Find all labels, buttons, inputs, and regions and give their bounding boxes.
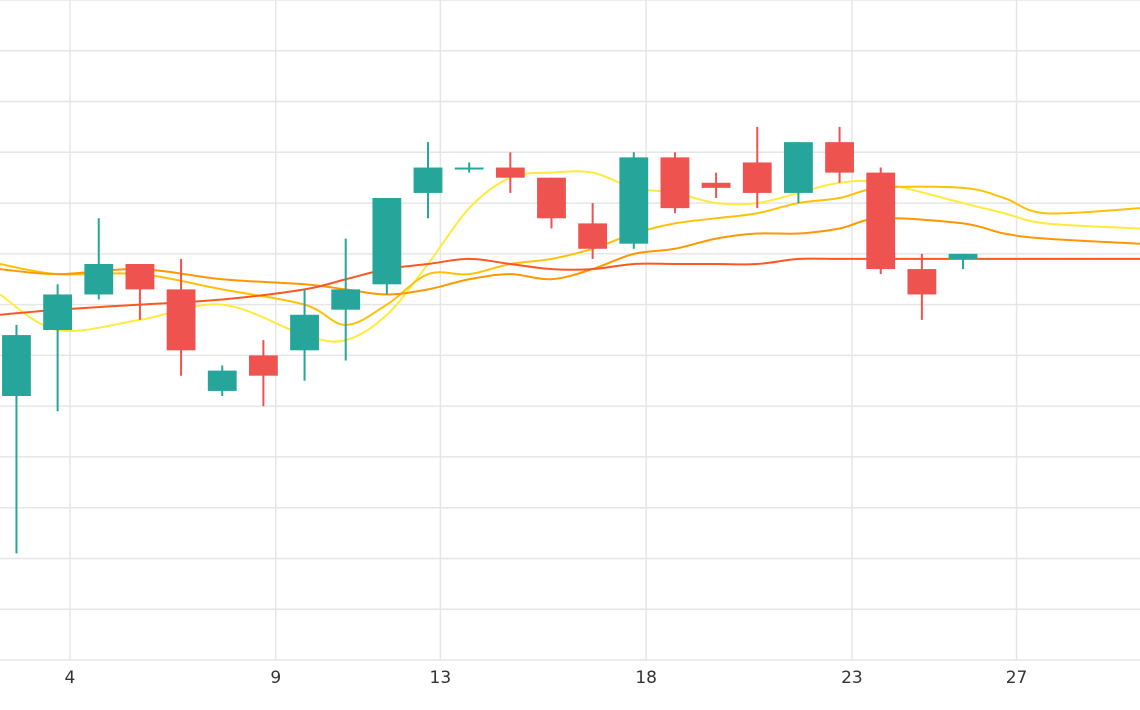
candle — [537, 177, 566, 229]
candle — [825, 126, 854, 183]
candle-body — [784, 142, 813, 193]
candle — [866, 167, 896, 275]
candle — [495, 152, 525, 193]
candle-body — [742, 162, 772, 193]
candle-body — [619, 157, 649, 244]
candle-body — [372, 198, 402, 285]
candle — [166, 258, 196, 376]
series-line-1 — [0, 170, 1140, 343]
x-tick-label: 23 — [841, 668, 863, 688]
candle-body — [948, 253, 978, 259]
candle — [84, 218, 114, 300]
x-tick-label: 13 — [430, 668, 452, 688]
x-tick-label: 9 — [270, 668, 281, 688]
candle-body — [290, 314, 319, 351]
candle-body — [866, 172, 896, 270]
candle-body — [413, 167, 443, 193]
candle — [2, 324, 31, 554]
candle — [372, 198, 402, 295]
candle-body — [207, 370, 237, 391]
candle — [331, 238, 361, 361]
candle-body — [495, 167, 525, 178]
candle-body — [2, 335, 31, 396]
candle — [742, 126, 772, 209]
candle-body — [537, 177, 566, 219]
x-tick-label: 27 — [1006, 668, 1028, 688]
candles — [2, 126, 978, 554]
candle-body — [166, 289, 196, 351]
x-tick-label: 18 — [635, 668, 657, 688]
candle — [578, 203, 608, 259]
candle — [207, 365, 237, 396]
series-line-4 — [0, 257, 1140, 316]
candle — [907, 253, 937, 320]
candle-body — [43, 294, 73, 330]
candle-body — [701, 182, 731, 188]
candle — [413, 142, 443, 219]
candle — [454, 162, 484, 173]
candle-body — [454, 167, 484, 170]
candle — [43, 284, 73, 412]
candle — [784, 142, 813, 204]
candle — [248, 340, 278, 407]
candle-body — [331, 289, 361, 310]
candle-body — [84, 264, 114, 295]
candle-body — [125, 264, 155, 290]
x-axis-ticks: 4 9 13 18 23 27 — [65, 668, 1028, 688]
x-tick-label: 4 — [65, 668, 76, 688]
candle-body — [578, 223, 608, 249]
candle — [125, 264, 155, 320]
candle — [290, 289, 319, 381]
candle-body — [907, 269, 937, 295]
candle-body — [248, 355, 278, 376]
candle — [660, 152, 690, 214]
candle — [619, 152, 649, 249]
candle — [701, 172, 731, 198]
candle-body — [825, 142, 854, 173]
candle — [948, 253, 978, 270]
candle-body — [660, 157, 690, 209]
